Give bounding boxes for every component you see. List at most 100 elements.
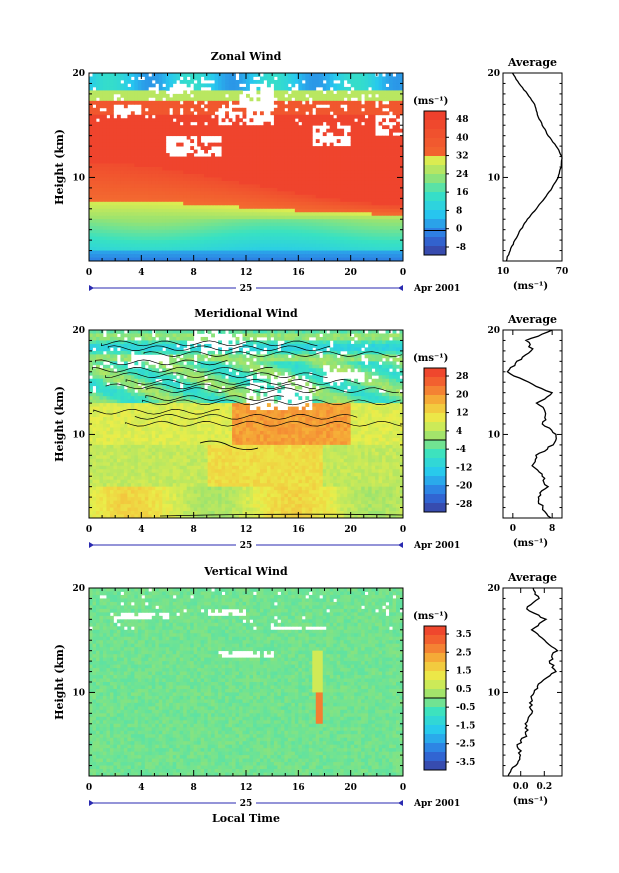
heatmap-cell [308, 201, 313, 206]
heatmap-cell [392, 215, 397, 220]
heatmap-cell [382, 125, 386, 130]
heatmap-cell [375, 226, 379, 231]
heatmap-cell [364, 128, 369, 133]
heatmap-cell [200, 97, 205, 102]
heatmap-cell [371, 170, 376, 175]
heatmap-cell [308, 160, 313, 164]
heatmap-cell [221, 142, 226, 147]
heatmap-cell [343, 240, 348, 244]
heatmap-cell [326, 254, 331, 258]
heatmap-cell [148, 247, 153, 251]
heatmap-cell [340, 114, 345, 119]
heatmap-cell [193, 229, 198, 234]
heatmap-cell [162, 187, 167, 192]
heatmap-cell [301, 139, 306, 144]
heatmap-cell [102, 135, 107, 140]
heatmap-cell [249, 330, 254, 334]
heatmap-cell [364, 236, 369, 241]
heatmap-cell [221, 173, 226, 178]
heatmap-cell [165, 153, 170, 157]
heatmap-cell [176, 247, 181, 251]
heatmap-cell [99, 222, 104, 227]
heatmap-cell [396, 121, 400, 126]
heatmap-cell [155, 257, 160, 262]
heatmap-cell [127, 163, 132, 168]
heatmap-cell [242, 240, 247, 244]
heatmap-cell [315, 114, 320, 119]
heatmap-cell [350, 229, 355, 234]
heatmap-cell [392, 187, 397, 192]
heatmap-cell [315, 233, 320, 238]
heatmap-cell [197, 97, 202, 102]
heatmap-cell [109, 201, 114, 206]
heatmap-cell [109, 118, 114, 123]
heatmap-cell [211, 104, 215, 109]
heatmap-cell [396, 205, 400, 210]
heatmap-cell [137, 83, 142, 88]
heatmap-cell [242, 86, 247, 91]
heatmap-cell [326, 146, 331, 150]
heatmap-cell [280, 121, 285, 126]
heatmap-cell [169, 156, 174, 161]
heatmap-cell [336, 201, 341, 206]
heatmap-cell [336, 236, 341, 241]
heatmap-cell [89, 333, 93, 338]
heatmap-cell [95, 173, 100, 178]
heatmap-cell [144, 125, 149, 130]
heatmap-cell [102, 219, 107, 224]
heatmap-cell [385, 79, 390, 84]
heatmap-cell [92, 205, 97, 210]
heatmap-cell [347, 184, 352, 189]
heatmap-cell [176, 111, 181, 116]
heatmap-cell [305, 194, 310, 199]
heatmap-cell [333, 187, 338, 192]
heatmap-cell [193, 118, 198, 123]
heatmap-cell [92, 254, 97, 258]
heatmap-cell [242, 250, 247, 255]
heatmap-cell [155, 187, 160, 192]
heatmap-cell [141, 97, 146, 102]
heatmap-cell [329, 194, 334, 199]
heatmap-cell [382, 201, 386, 206]
heatmap-cell [235, 330, 240, 334]
heatmap-cell [165, 184, 170, 189]
heatmap-cell [396, 191, 400, 196]
heatmap-cell [214, 83, 219, 88]
heatmap-cell [347, 222, 352, 227]
heatmap-cell [301, 118, 306, 123]
heatmap-cell [89, 330, 93, 334]
heatmap-cell [162, 149, 167, 154]
heatmap-cell [172, 163, 177, 168]
heatmap-cell [343, 111, 348, 116]
heatmap-cell [382, 118, 386, 123]
heatmap-cell [158, 156, 163, 161]
heatmap-cell [357, 243, 362, 248]
heatmap-cell [186, 333, 191, 338]
heatmap-cell [364, 257, 369, 262]
heatmap-cell [263, 340, 268, 345]
heatmap-cell [141, 222, 146, 227]
heatmap-cell [148, 104, 153, 109]
heatmap-cell [298, 254, 303, 258]
heatmap-cell [371, 208, 376, 213]
heatmap-cell [333, 340, 338, 345]
heatmap-cell [277, 226, 282, 231]
heatmap-cell [218, 187, 222, 192]
heatmap-cell [312, 215, 317, 220]
heatmap-cell [259, 146, 264, 150]
heatmap-cell [256, 257, 261, 262]
heatmap-cell [246, 215, 250, 220]
heatmap-cell [361, 180, 366, 185]
heatmap-cell [148, 340, 153, 345]
heatmap-cell [193, 201, 198, 206]
heatmap-cell [183, 97, 188, 102]
heatmap-cell [382, 205, 386, 210]
heatmap-cell [148, 107, 153, 112]
heatmap-cell [389, 160, 393, 164]
heatmap-cell [232, 125, 236, 130]
heatmap-cell [207, 107, 212, 112]
heatmap-cell [214, 205, 219, 210]
heatmap-cell [130, 201, 135, 206]
heatmap-cell [368, 194, 372, 199]
heatmap-cell [322, 222, 327, 227]
